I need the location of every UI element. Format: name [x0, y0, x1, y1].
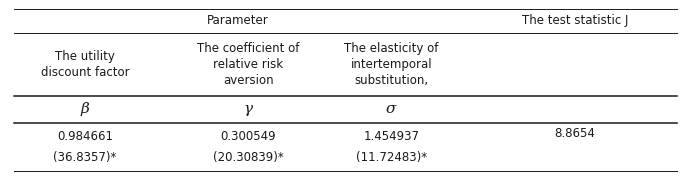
- Text: 1.454937: 1.454937: [363, 130, 419, 143]
- Text: (20.30839)*: (20.30839)*: [213, 151, 284, 164]
- Text: (11.72483)*: (11.72483)*: [355, 151, 427, 164]
- Text: 0.300549: 0.300549: [221, 130, 276, 143]
- Text: The elasticity of
intertemporal
substitution,: The elasticity of intertemporal substitu…: [344, 42, 439, 87]
- Text: γ: γ: [244, 103, 253, 116]
- Text: β: β: [81, 103, 90, 116]
- Text: The test statistic J: The test statistic J: [522, 14, 628, 27]
- Text: Parameter: Parameter: [208, 14, 269, 27]
- Text: (36.8357)*: (36.8357)*: [53, 151, 117, 164]
- Text: The utility
discount factor: The utility discount factor: [41, 50, 130, 79]
- Text: The coefficient of
relative risk
aversion: The coefficient of relative risk aversio…: [197, 42, 300, 87]
- Text: 8.8654: 8.8654: [555, 127, 595, 140]
- Text: σ: σ: [386, 103, 396, 116]
- Text: 0.984661: 0.984661: [57, 130, 113, 143]
